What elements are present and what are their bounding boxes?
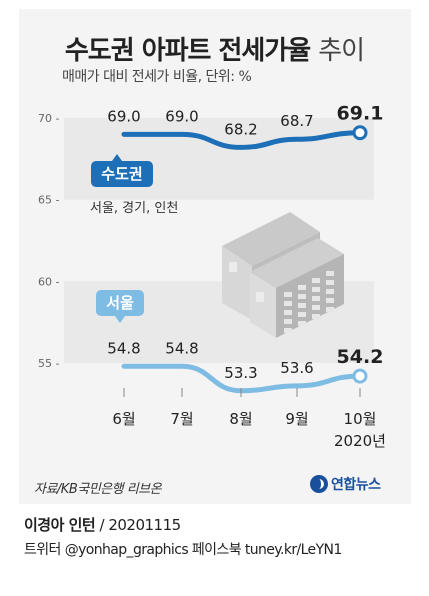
window [284, 301, 292, 306]
credit-date: / 20201115 [95, 516, 182, 534]
window [298, 294, 306, 299]
data-label: 53.6 [280, 359, 313, 377]
window [326, 298, 334, 303]
data-label: 69.1 [337, 103, 384, 125]
data-label: 69.0 [107, 107, 140, 125]
chart-title: 수도권 아파트 전세가율 추이 [0, 30, 429, 67]
window [298, 312, 306, 317]
series-badge-label: 서울 [106, 294, 134, 312]
credit-name: 이경아 인턴 [24, 516, 96, 534]
y-tick-label: 65 - [38, 194, 59, 207]
data-label: 53.3 [224, 364, 257, 382]
window [312, 296, 320, 301]
window [326, 280, 334, 285]
series-badge-label: 수도권 [101, 165, 142, 183]
data-label: 68.7 [280, 112, 313, 130]
chart-card [19, 9, 411, 504]
yonhap-logo-icon [310, 475, 328, 493]
data-label: 54.2 [337, 346, 384, 368]
series-badge-pointer [112, 154, 122, 161]
y-tick-label: 55 - [38, 357, 59, 370]
data-label: 54.8 [165, 339, 198, 357]
grid-band [64, 118, 374, 200]
window [326, 271, 334, 276]
window [298, 285, 306, 290]
series-badge-bg [96, 290, 144, 316]
x-year-label: 2020년 [334, 432, 386, 450]
apartment-illustration [222, 212, 344, 338]
window [312, 278, 320, 283]
series-badge-bg [91, 161, 153, 187]
chart-subtitle: 매매가 대비 전세가 비율, 단위: % [62, 69, 252, 85]
window [284, 292, 292, 297]
y-tick-label: 60 - [38, 275, 59, 288]
window [284, 319, 292, 324]
yonhap-logo: 연합뉴스 [310, 474, 381, 494]
series-end-marker [352, 368, 368, 384]
window [298, 321, 306, 326]
window [298, 303, 306, 308]
window [284, 328, 292, 333]
credit-line: 이경아 인턴 / 20201115 [24, 514, 181, 535]
y-tick-label: 70 - [38, 112, 59, 125]
x-tick-label: 10월 [344, 410, 377, 428]
x-tick-label: 6월 [112, 410, 135, 428]
title-bold: 수도권 아파트 전세가율 [64, 36, 311, 66]
data-label: 68.2 [224, 120, 257, 138]
window [312, 314, 320, 319]
x-tick-label: 9월 [285, 410, 308, 428]
social-links: 트위터 @yonhap_graphics 페이스북 tuney.kr/LeYN1 [24, 542, 342, 558]
window [312, 287, 320, 292]
series-badge-pointer [115, 316, 125, 323]
data-label: 69.0 [165, 107, 198, 125]
x-tick-label: 7월 [170, 410, 193, 428]
data-label: 54.8 [107, 339, 140, 357]
source-note: 자료/KB국민은행 리브온 [34, 482, 162, 497]
logo-text: 연합뉴스 [331, 477, 381, 493]
title-light: 추이 [318, 36, 365, 66]
series-note: 서울, 경기, 인천 [90, 201, 178, 216]
window [326, 289, 334, 294]
series-end-marker [352, 125, 368, 141]
window [326, 307, 334, 312]
window [284, 310, 292, 315]
x-tick-label: 8월 [229, 410, 252, 428]
window [312, 305, 320, 310]
series-line-0 [121, 130, 363, 150]
